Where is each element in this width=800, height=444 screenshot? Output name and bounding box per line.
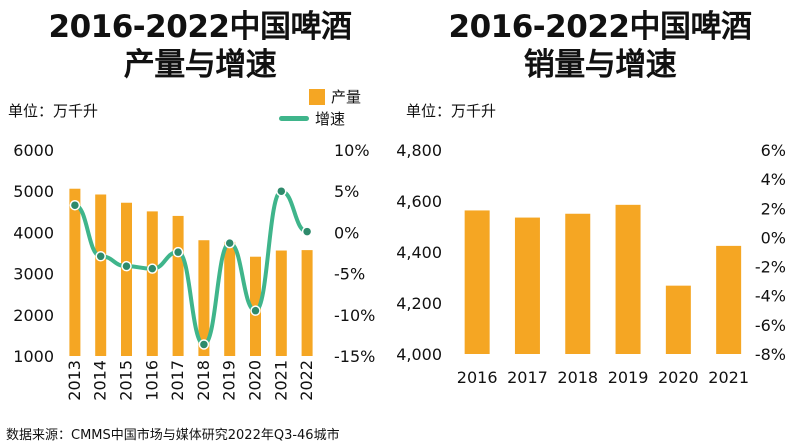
sales-x-tick-label: 2016 — [457, 368, 498, 387]
production-bar — [275, 250, 287, 356]
left-x-tick-label: 2022 — [297, 360, 316, 401]
sales-x-tick-label: 2017 — [507, 368, 548, 387]
right-y-tick-label: -5% — [334, 265, 365, 284]
sales-y2-tick-label: 0% — [761, 228, 786, 247]
sales-y2-tick-label: 6% — [761, 141, 786, 160]
left-title-line2: 产量与增速 — [123, 47, 277, 83]
sales-x-tick-label: 2019 — [608, 368, 649, 387]
growth-point — [69, 199, 81, 211]
production-bar — [146, 211, 158, 356]
left-title-line1: 2016-2022中国啤酒 — [48, 9, 352, 45]
sales-y-tick-label: 4,600 — [396, 192, 442, 211]
production-bar — [95, 194, 107, 356]
production-bar — [301, 250, 313, 356]
left-x-tick-label: 1016 — [142, 360, 161, 401]
right-y-tick-label: 0% — [334, 223, 359, 242]
sales-y2-tick-label: -8% — [755, 345, 786, 364]
sales-bar — [464, 210, 490, 354]
sales-bar — [514, 217, 540, 354]
growth-point — [301, 226, 313, 237]
production-bar — [69, 188, 81, 356]
growth-point — [198, 339, 210, 350]
left-x-tick-label: 2014 — [91, 360, 110, 401]
sales-y-tick-label: 4,400 — [396, 243, 442, 262]
growth-point — [224, 237, 235, 249]
growth-point — [147, 263, 158, 274]
sales-bar — [665, 285, 691, 354]
growth-point — [276, 185, 287, 197]
left-x-tick-label: 2017 — [168, 360, 187, 401]
sales-y2-tick-label: 2% — [761, 199, 786, 218]
left-x-tick-label: 2015 — [117, 360, 136, 401]
legend-line-swatch — [279, 116, 309, 121]
sales-y-tick-label: 4,200 — [396, 294, 442, 313]
right-y-tick-label: 10% — [334, 141, 370, 160]
left-x-tick-label: 2013 — [65, 360, 84, 401]
left-x-tick-label: 2020 — [246, 360, 265, 401]
production-bar — [198, 240, 210, 356]
sales-y2-tick-label: -4% — [755, 287, 786, 306]
right-y-tick-label: 5% — [334, 182, 359, 201]
sales-y-tick-label: 4,000 — [396, 345, 442, 364]
sales-bar — [565, 213, 591, 354]
sales-y2-tick-label: -2% — [755, 258, 786, 277]
sales-chart: 4,000 4,200 4,400 4,600 4,800 -8% -6% -4% -2% 0% 2… — [396, 141, 786, 387]
legend-bar-swatch — [309, 88, 325, 105]
data-source-note: 数据来源：CMMS中国市场与媒体研究2022年Q3-46城市 — [6, 428, 340, 443]
production-bar — [172, 215, 184, 356]
sales-y-tick-label: 4,800 — [396, 141, 442, 160]
left-y-tick-label: 5000 — [13, 182, 54, 201]
growth-point — [172, 246, 184, 258]
left-y-tick-label: 1000 — [13, 347, 54, 366]
sales-y2-tick-label: -6% — [755, 316, 786, 335]
sales-bar — [716, 245, 742, 354]
left-x-tick-label: 2018 — [194, 360, 213, 401]
production-bar — [224, 241, 236, 356]
left-y-tick-label: 2000 — [13, 306, 54, 325]
right-chart-title: 2016-2022中国啤酒 销量与增速 — [400, 8, 800, 84]
right-y-tick-label: -10% — [334, 306, 375, 325]
legend-bar-entry: 产量 — [309, 86, 361, 107]
right-title-line2: 销量与增速 — [523, 47, 677, 83]
sales-x-tick-label: 2021 — [708, 368, 749, 387]
growth-point — [250, 305, 261, 316]
sales-y2-tick-label: 4% — [761, 170, 786, 189]
production-bar — [121, 202, 132, 356]
right-unit-label: 单位：万千升 — [406, 102, 497, 120]
left-y-tick-label: 6000 — [13, 141, 54, 160]
growth-point — [95, 251, 106, 262]
left-chart-title: 2016-2022中国啤酒 产量与增速 — [0, 8, 400, 84]
left-unit-label: 单位：万千升 — [8, 102, 99, 120]
sales-bar — [615, 204, 641, 354]
legend-line-label: 增速 — [315, 110, 346, 128]
legend-line-entry: 增速 — [279, 108, 345, 129]
sales-x-tick-label: 2020 — [658, 368, 699, 387]
legend-bar-label: 产量 — [331, 88, 362, 106]
production-chart: 1000 2000 3000 4000 5000 6000 -15% -10% -5% 0% 5% 1… — [13, 141, 375, 401]
right-y-tick-label: -15% — [334, 347, 375, 366]
left-y-tick-label: 3000 — [13, 265, 54, 284]
left-y-tick-label: 4000 — [13, 223, 54, 242]
right-title-line1: 2016-2022中国啤酒 — [448, 9, 752, 45]
left-x-tick-label: 2019 — [220, 360, 239, 401]
left-x-tick-label: 2021 — [271, 360, 290, 401]
sales-x-tick-label: 2018 — [557, 368, 598, 387]
growth-point — [121, 260, 132, 272]
